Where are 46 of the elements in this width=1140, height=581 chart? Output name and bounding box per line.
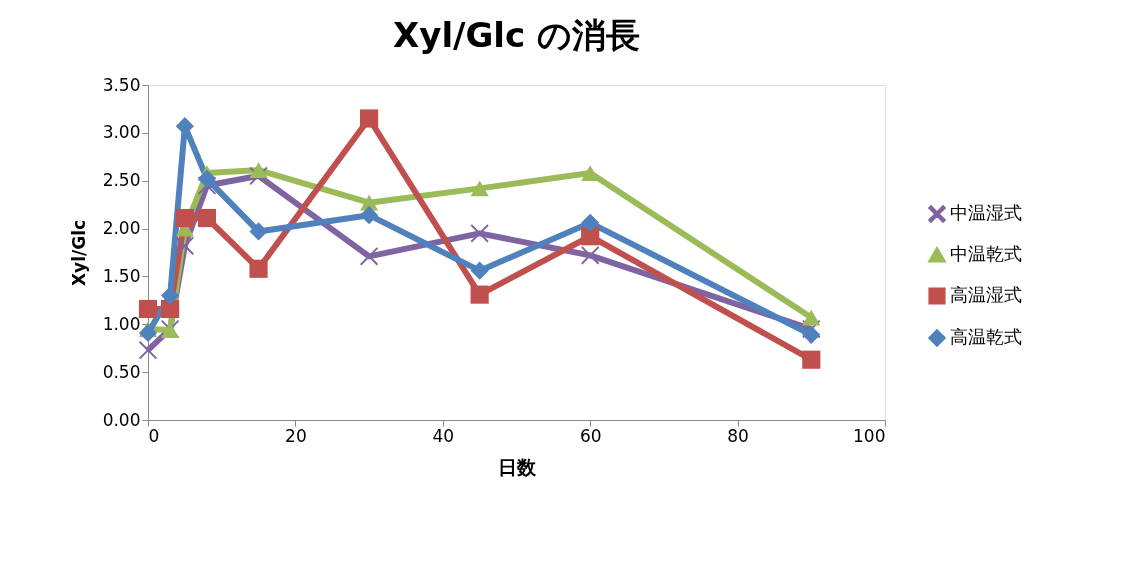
point xyxy=(249,259,268,278)
y-tick-label: 2.00 xyxy=(102,218,141,239)
x-tick-label: 100 xyxy=(853,425,886,446)
point xyxy=(138,341,158,360)
point xyxy=(249,162,268,179)
point xyxy=(175,208,194,228)
y-axis-title: Xyl/Glc xyxy=(68,219,89,287)
point xyxy=(360,247,379,266)
point xyxy=(138,323,158,342)
point xyxy=(581,213,600,232)
legend-label: 高温湿式 xyxy=(950,284,1022,305)
x-axis-title: 日数 xyxy=(498,455,537,478)
point xyxy=(138,299,158,319)
chart-title: Xyl/Glc の消長 xyxy=(392,15,641,55)
point xyxy=(197,208,217,228)
x-tick-label: 40 xyxy=(432,425,455,446)
point xyxy=(470,224,489,243)
x-tick-label: 20 xyxy=(285,425,307,446)
legend-label: 高温乾式 xyxy=(950,326,1022,347)
point xyxy=(802,309,821,326)
point xyxy=(470,285,489,304)
point xyxy=(581,246,600,265)
point xyxy=(360,206,379,225)
point xyxy=(470,180,489,197)
point xyxy=(802,350,821,369)
x-tick-label: 80 xyxy=(727,425,749,446)
legend-label: 中温湿式 xyxy=(950,202,1022,223)
y-tick-label: 1.00 xyxy=(102,313,141,334)
point xyxy=(197,169,217,188)
y-tick-label: 3.50 xyxy=(102,74,141,95)
y-tick-label: 0.00 xyxy=(102,409,141,430)
y-tick-label: 0.50 xyxy=(102,361,141,382)
y-tick-label: 2.50 xyxy=(102,170,141,191)
point xyxy=(161,286,180,305)
point xyxy=(470,261,489,280)
x-tick-label: 60 xyxy=(579,425,602,446)
point xyxy=(249,222,268,241)
point xyxy=(161,299,180,319)
x-tick-label: 0 xyxy=(148,425,160,446)
point xyxy=(581,227,600,246)
point xyxy=(802,325,821,344)
point xyxy=(175,236,194,255)
point xyxy=(360,109,379,128)
y-tick-label: 1.50 xyxy=(102,265,141,286)
y-tick-label: 3.00 xyxy=(102,122,141,143)
legend-label: 中温乾式 xyxy=(950,243,1022,264)
